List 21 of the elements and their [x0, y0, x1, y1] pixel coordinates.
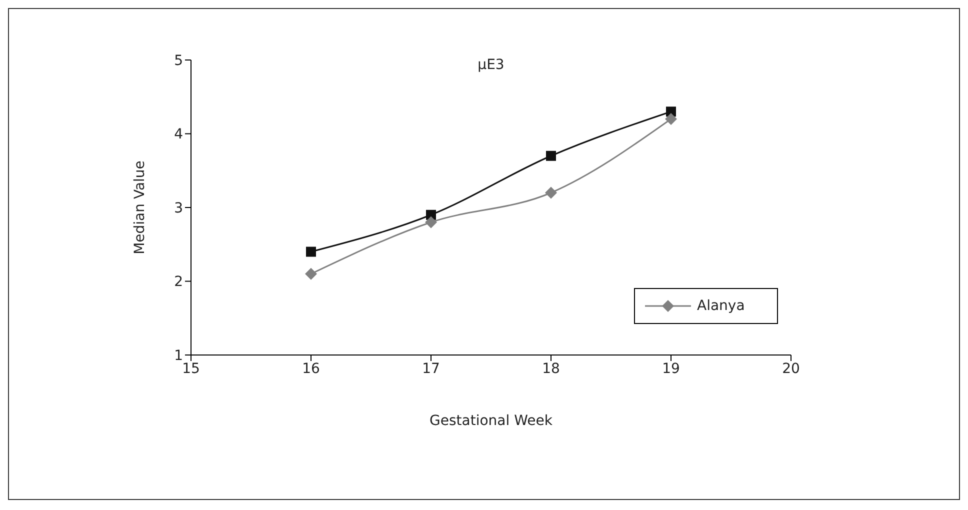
- y-tick-label: 4: [174, 126, 184, 143]
- x-tick-label: 15: [182, 360, 200, 377]
- y-tick-label: 3: [174, 200, 183, 216]
- y-tick-label: 5: [174, 52, 183, 69]
- x-axis-title: Gestational Week: [430, 413, 554, 429]
- point: [306, 246, 316, 257]
- x-tick-label: 18: [542, 360, 560, 377]
- x-tick-label: 20: [782, 360, 800, 377]
- point: [425, 216, 437, 228]
- point: [305, 268, 317, 280]
- y-axis-title: Median Value: [132, 160, 148, 254]
- legend-label: Alanya: [697, 298, 745, 314]
- chart-title: μE3: [476, 57, 506, 73]
- point: [665, 113, 677, 125]
- x-tick-label: 19: [662, 360, 680, 377]
- x-tick-label: 17: [422, 360, 440, 377]
- point: [545, 186, 557, 199]
- y-tick-label: 2: [174, 274, 183, 290]
- y-tick-label: 1: [174, 348, 183, 364]
- x-tick-label: 16: [302, 360, 320, 377]
- point: [546, 150, 556, 161]
